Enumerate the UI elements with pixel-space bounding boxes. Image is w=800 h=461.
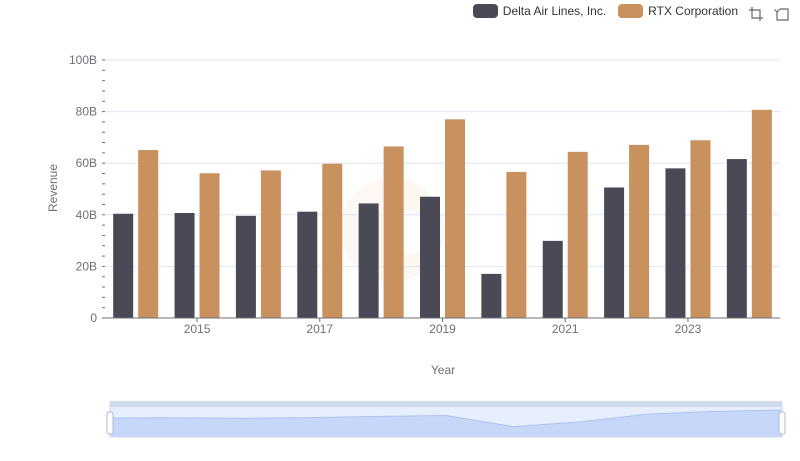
x-tick-label: 2017 bbox=[306, 322, 333, 336]
x-axis-label: Year bbox=[431, 363, 455, 377]
zoom-data-line bbox=[109, 409, 783, 428]
bar-delta-2023[interactable] bbox=[665, 168, 686, 318]
x-tick-label: 2021 bbox=[552, 322, 579, 336]
legend-swatch-rtx bbox=[618, 4, 644, 18]
bar-delta-2019[interactable] bbox=[420, 196, 440, 318]
bar-rtx-2014[interactable] bbox=[138, 150, 159, 318]
y-axis-label: Revenue bbox=[46, 164, 60, 212]
zoom-selected-range[interactable] bbox=[110, 402, 782, 437]
bar-delta-2020[interactable] bbox=[481, 273, 502, 318]
y-tick-label: 20B bbox=[76, 259, 97, 273]
bar-rtx-2023[interactable] bbox=[690, 140, 711, 318]
bar-delta-2021[interactable] bbox=[542, 240, 563, 318]
zoom-handle-right[interactable] bbox=[778, 411, 786, 435]
y-tick-label: 80B bbox=[76, 105, 97, 119]
bar-rtx-2020[interactable] bbox=[506, 171, 527, 318]
bar-delta-2015[interactable] bbox=[174, 212, 195, 318]
bar-rtx-2018[interactable] bbox=[383, 146, 404, 318]
bar-rtx-2017[interactable] bbox=[322, 163, 343, 318]
x-tick-label: 2023 bbox=[675, 322, 702, 336]
bar-delta-2024[interactable] bbox=[726, 159, 747, 318]
y-tick-label: 100B bbox=[69, 53, 97, 67]
zoom-icon[interactable] bbox=[748, 6, 764, 22]
bars bbox=[113, 109, 772, 318]
bar-delta-2017[interactable] bbox=[297, 211, 318, 318]
bar-delta-2014[interactable] bbox=[113, 213, 134, 318]
legend-swatch-delta bbox=[472, 4, 498, 18]
bar-delta-2022[interactable] bbox=[604, 187, 625, 318]
legend-label-delta: Delta Air Lines, Inc. bbox=[502, 4, 607, 18]
zoom-handle-left[interactable] bbox=[106, 411, 114, 435]
bar-rtx-2021[interactable] bbox=[567, 151, 588, 318]
toolbox bbox=[748, 6, 790, 22]
legend-label-rtx: RTX Corporation bbox=[648, 4, 738, 18]
bar-rtx-2022[interactable] bbox=[629, 144, 650, 318]
bar-rtx-2016[interactable] bbox=[260, 170, 281, 318]
legend-item-rtx[interactable]: RTX Corporation bbox=[618, 4, 738, 18]
y-tick-label: 60B bbox=[76, 156, 97, 170]
x-tick-label: 2015 bbox=[184, 322, 211, 336]
bar-delta-2018[interactable] bbox=[358, 203, 379, 318]
axes: 0 20B 40B 60B 80B 100B 2015 2017 2019 2021 2023 bbox=[69, 53, 780, 336]
legend: Delta Air Lines, Inc. RTX Corporation bbox=[472, 4, 738, 18]
legend-item-delta[interactable]: Delta Air Lines, Inc. bbox=[472, 4, 607, 18]
zoom-move-bar[interactable] bbox=[110, 401, 782, 407]
bar-rtx-2015[interactable] bbox=[199, 173, 220, 318]
bar-delta-2016[interactable] bbox=[235, 215, 256, 318]
bar-rtx-2024[interactable] bbox=[751, 109, 772, 318]
zoom-data-area bbox=[110, 410, 782, 437]
y-tick-label: 40B bbox=[76, 208, 97, 222]
restore-icon[interactable] bbox=[774, 6, 790, 22]
bar-rtx-2019[interactable] bbox=[445, 119, 465, 318]
data-zoom-slider[interactable] bbox=[106, 401, 786, 438]
x-tick-label: 2019 bbox=[429, 322, 456, 336]
y-tick-label: 0 bbox=[90, 311, 97, 325]
